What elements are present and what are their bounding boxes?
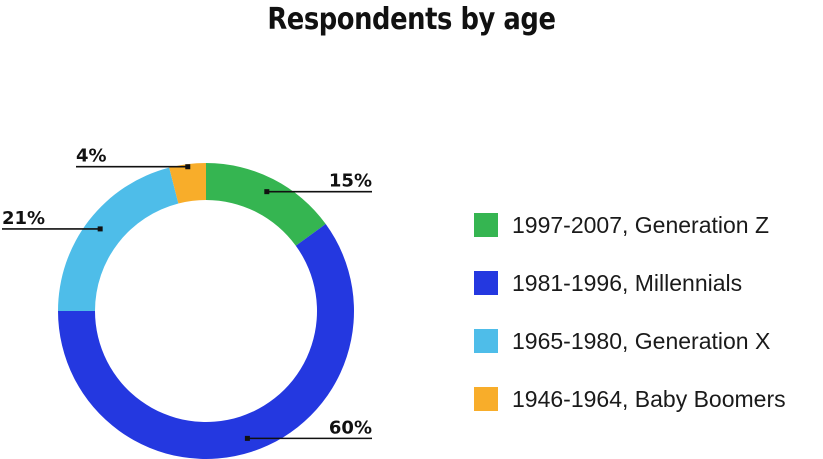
leader-dot-gen-z [264, 189, 270, 195]
data-label-millennials: 60% [329, 417, 372, 438]
legend: 1997-2007, Generation Z 1981-1996, Mille… [474, 196, 786, 428]
leader-lines [2, 164, 372, 441]
data-label-baby-boomers: 4% [76, 146, 107, 167]
donut-slices [58, 163, 354, 459]
donut-slice-gen-x [58, 167, 179, 311]
leader-dot-baby-boomers [185, 164, 191, 170]
legend-swatch-gen-z [474, 213, 498, 237]
legend-item-gen-x: 1965-1980, Generation X [474, 312, 786, 370]
legend-label-gen-x: 1965-1980, Generation X [512, 327, 771, 354]
donut-slice-baby-boomers [169, 163, 206, 204]
legend-swatch-baby-boomers [474, 387, 498, 411]
legend-swatch-gen-x [474, 329, 498, 353]
donut-slice-gen-z [206, 163, 326, 246]
legend-item-millennials: 1981-1996, Millennials [474, 254, 786, 312]
data-label-gen-z: 15% [329, 171, 372, 192]
chart-title: Respondents by age [267, 2, 556, 37]
legend-item-gen-z: 1997-2007, Generation Z [474, 196, 786, 254]
data-label-gen-x: 21% [2, 208, 45, 229]
legend-label-gen-z: 1997-2007, Generation Z [512, 211, 770, 238]
data-labels: 15% 60% 21% 4% [2, 146, 372, 439]
leader-dot-gen-x [97, 226, 103, 232]
donut-slice-millennials [58, 224, 354, 459]
leader-dot-millennials [244, 435, 250, 441]
legend-label-baby-boomers: 1946-1964, Baby Boomers [512, 385, 786, 412]
legend-item-baby-boomers: 1946-1964, Baby Boomers [474, 370, 786, 428]
legend-swatch-millennials [474, 271, 498, 295]
legend-label-millennials: 1981-1996, Millennials [512, 269, 743, 296]
